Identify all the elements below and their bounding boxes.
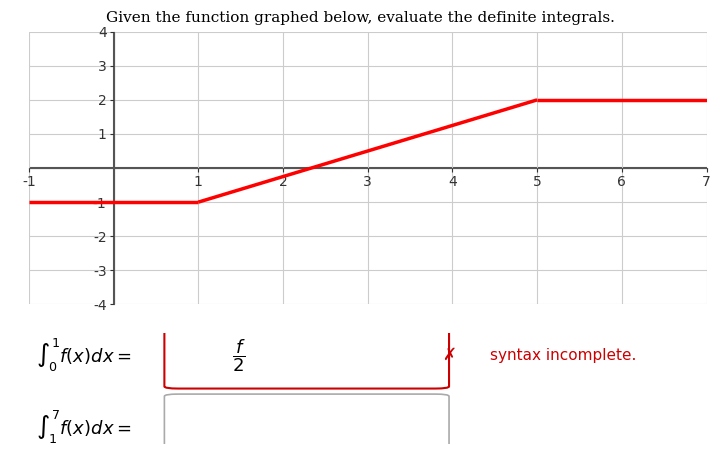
FancyBboxPatch shape: [164, 323, 449, 389]
Text: $\dfrac{f}{2}$: $\dfrac{f}{2}$: [232, 337, 246, 374]
FancyBboxPatch shape: [164, 394, 449, 453]
Text: $\int_0^1 f(x)dx =$: $\int_0^1 f(x)dx =$: [35, 337, 131, 374]
Text: $\int_1^7 f(x)dx =$: $\int_1^7 f(x)dx =$: [35, 409, 131, 446]
Text: syntax incomplete.: syntax incomplete.: [490, 348, 636, 363]
Text: Given the function graphed below, evaluate the definite integrals.: Given the function graphed below, evalua…: [106, 11, 615, 25]
Text: ✗: ✗: [442, 346, 456, 364]
